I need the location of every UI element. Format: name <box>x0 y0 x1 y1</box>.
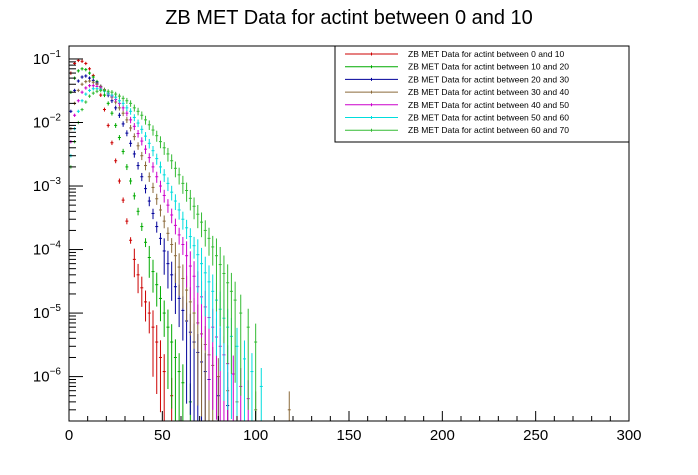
axes: 0 50 100 150 200 250 30010−110−210−310−410−510… <box>33 49 642 444</box>
x-tick-label: 300 <box>616 427 641 444</box>
y-tick-label: 10−6 <box>33 367 62 386</box>
y-tick-exponent: −3 <box>50 176 62 187</box>
y-tick-label: 10−2 <box>33 112 62 131</box>
y-tick-exponent: −5 <box>50 303 62 314</box>
legend-label: ZB MET Data for actint between 40 and 50 <box>408 100 569 110</box>
x-tick-label: 50 <box>154 427 171 444</box>
y-tick-label: 10−5 <box>33 303 62 322</box>
y-tick-label: 10−1 <box>33 49 62 68</box>
legend-label: ZB MET Data for actint between 50 and 60 <box>408 113 569 123</box>
legend-label: ZB MET Data for actint between 30 and 40 <box>408 87 569 97</box>
x-tick-label: 100 <box>243 427 268 444</box>
y-tick-exponent: −4 <box>50 240 62 251</box>
y-tick-base: 10 <box>33 114 50 131</box>
legend-label: ZB MET Data for actint between 0 and 10 <box>408 49 565 59</box>
y-tick-base: 10 <box>33 178 50 195</box>
series-6 <box>69 87 263 421</box>
x-tick-label: 250 <box>523 427 548 444</box>
y-tick-exponent: −6 <box>50 367 62 378</box>
legend-box <box>334 45 630 143</box>
x-tick-label: 150 <box>336 427 361 444</box>
y-tick-base: 10 <box>33 242 50 259</box>
y-tick-base: 10 <box>33 51 50 68</box>
legend: ZB MET Data for actint between 0 and 10 Z… <box>334 45 630 143</box>
y-tick-base: 10 <box>33 305 50 322</box>
y-tick-exponent: −2 <box>50 112 62 123</box>
x-tick-label: 0 <box>65 427 73 444</box>
x-tick-label: 200 <box>430 427 455 444</box>
y-tick-exponent: −1 <box>50 49 62 60</box>
chart-title: ZB MET Data for actint between 0 and 10 <box>165 7 533 29</box>
plot-area <box>69 58 291 421</box>
y-tick-label: 10−4 <box>33 240 62 259</box>
legend-label: ZB MET Data for actint between 60 and 70 <box>408 125 569 135</box>
y-tick-base: 10 <box>33 369 50 386</box>
legend-label: ZB MET Data for actint between 10 and 20 <box>408 62 569 72</box>
y-tick-label: 10−3 <box>33 176 62 195</box>
series-1 <box>69 58 174 421</box>
legend-label: ZB MET Data for actint between 20 and 30 <box>408 74 569 84</box>
